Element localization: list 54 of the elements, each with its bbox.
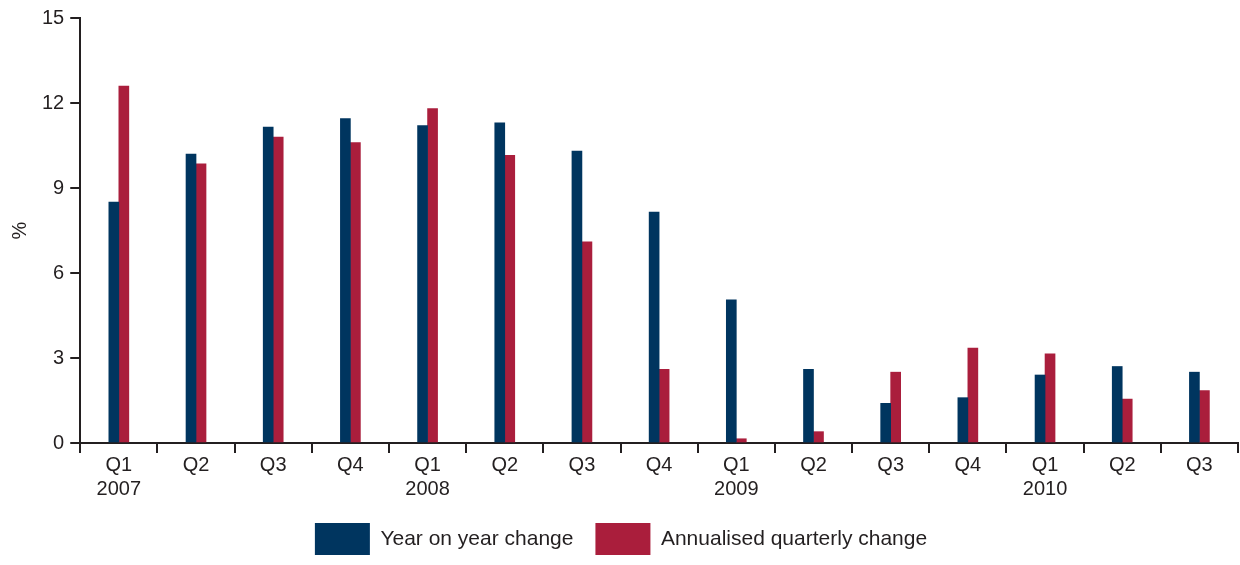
y-tick-label: 9 bbox=[53, 175, 65, 198]
x-tick-label: Q2 bbox=[800, 452, 827, 475]
bar bbox=[340, 118, 351, 443]
bar bbox=[725, 299, 737, 443]
y-tick-label: 6 bbox=[53, 260, 65, 283]
bar bbox=[350, 142, 361, 443]
x-tick-label: Q3 bbox=[877, 452, 905, 475]
bar bbox=[1111, 366, 1123, 443]
legend-label: Annualised quarterly change bbox=[660, 525, 928, 549]
x-tick-label: Q1 2008 bbox=[405, 452, 450, 499]
y-tick-label: 12 bbox=[42, 90, 65, 113]
bar bbox=[967, 347, 979, 443]
bar bbox=[803, 369, 814, 443]
x-tick-label: Q4 bbox=[954, 452, 982, 475]
x-tick-label: Q3 bbox=[1186, 452, 1213, 475]
y-axis-title: % bbox=[7, 221, 30, 240]
bar bbox=[195, 163, 207, 443]
bar bbox=[1199, 390, 1210, 443]
bar bbox=[118, 85, 130, 443]
x-tick-label: Q1 2009 bbox=[714, 452, 759, 499]
bar bbox=[813, 431, 824, 443]
x-tick-label: Q3 bbox=[568, 452, 596, 475]
y-tick-label: 0 bbox=[53, 430, 65, 453]
x-tick-label: Q4 bbox=[337, 452, 364, 475]
x-tick-label: Q1 2007 bbox=[96, 452, 142, 499]
bar bbox=[880, 403, 891, 443]
bar bbox=[185, 153, 197, 443]
bar bbox=[1044, 353, 1056, 443]
bar bbox=[890, 371, 901, 443]
y-tick-label: 3 bbox=[53, 345, 65, 368]
x-tick-label: Q2 bbox=[182, 452, 210, 475]
bar bbox=[1189, 371, 1200, 443]
bar bbox=[108, 201, 120, 443]
bar bbox=[571, 150, 583, 443]
bar bbox=[1121, 398, 1133, 443]
bar bbox=[648, 211, 660, 443]
x-tick-label: Q3 bbox=[259, 452, 287, 475]
bar bbox=[427, 108, 438, 443]
bar bbox=[494, 122, 506, 443]
x-tick-label: Q2 bbox=[1108, 452, 1136, 475]
bar bbox=[272, 136, 284, 443]
bar bbox=[658, 369, 670, 443]
bar bbox=[581, 241, 593, 443]
bar bbox=[957, 397, 969, 443]
bar bbox=[504, 155, 516, 443]
x-tick-label: Q1 2010 bbox=[1022, 452, 1068, 499]
bar bbox=[735, 438, 747, 443]
y-tick-label: 15 bbox=[42, 5, 65, 28]
x-tick-label: Q2 bbox=[491, 452, 519, 475]
bar bbox=[417, 125, 428, 443]
bar bbox=[262, 126, 274, 443]
x-tick-label: Q4 bbox=[645, 452, 673, 475]
legend-label: Year on year change bbox=[380, 525, 574, 549]
bar bbox=[1034, 374, 1046, 443]
